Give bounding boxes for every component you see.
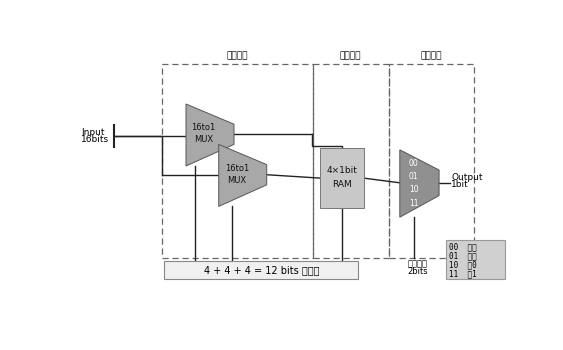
Text: 16bits: 16bits [81, 135, 109, 144]
Polygon shape [400, 150, 439, 217]
Text: Output: Output [452, 173, 483, 182]
Text: 1bit: 1bit [452, 180, 469, 189]
Bar [320, 148, 364, 208]
Text: 10: 10 [409, 186, 418, 195]
Text: 01: 01 [409, 172, 418, 181]
Text: 4 + 4 + 4 = 12 bits 配置串: 4 + 4 + 4 = 12 bits 配置串 [203, 265, 319, 275]
Text: 16to1: 16to1 [225, 164, 249, 173]
Text: 错误模式: 错误模式 [407, 260, 427, 269]
Text: RAM: RAM [332, 180, 352, 189]
Text: 11: 11 [409, 199, 418, 208]
Text: 2bits: 2bits [407, 267, 427, 276]
Text: 错误注入: 错误注入 [421, 51, 442, 60]
Polygon shape [218, 145, 267, 206]
Text: 逻辑功能: 逻辑功能 [340, 51, 361, 60]
Text: 电路连接: 电路连接 [226, 51, 248, 60]
Text: Input: Input [81, 128, 105, 137]
Bar [446, 240, 504, 279]
Text: 00  正常: 00 正常 [449, 242, 477, 251]
Text: 00: 00 [409, 159, 419, 168]
Text: 01  反转: 01 反转 [449, 251, 477, 260]
Bar [164, 261, 359, 279]
Text: 11  常1: 11 常1 [449, 270, 477, 279]
Text: 10  常0: 10 常0 [449, 260, 477, 270]
Polygon shape [186, 104, 234, 166]
Text: MUX: MUX [227, 176, 247, 185]
Text: 16to1: 16to1 [191, 123, 216, 132]
Text: MUX: MUX [194, 135, 213, 144]
Text: 4×1bit: 4×1bit [327, 166, 357, 175]
